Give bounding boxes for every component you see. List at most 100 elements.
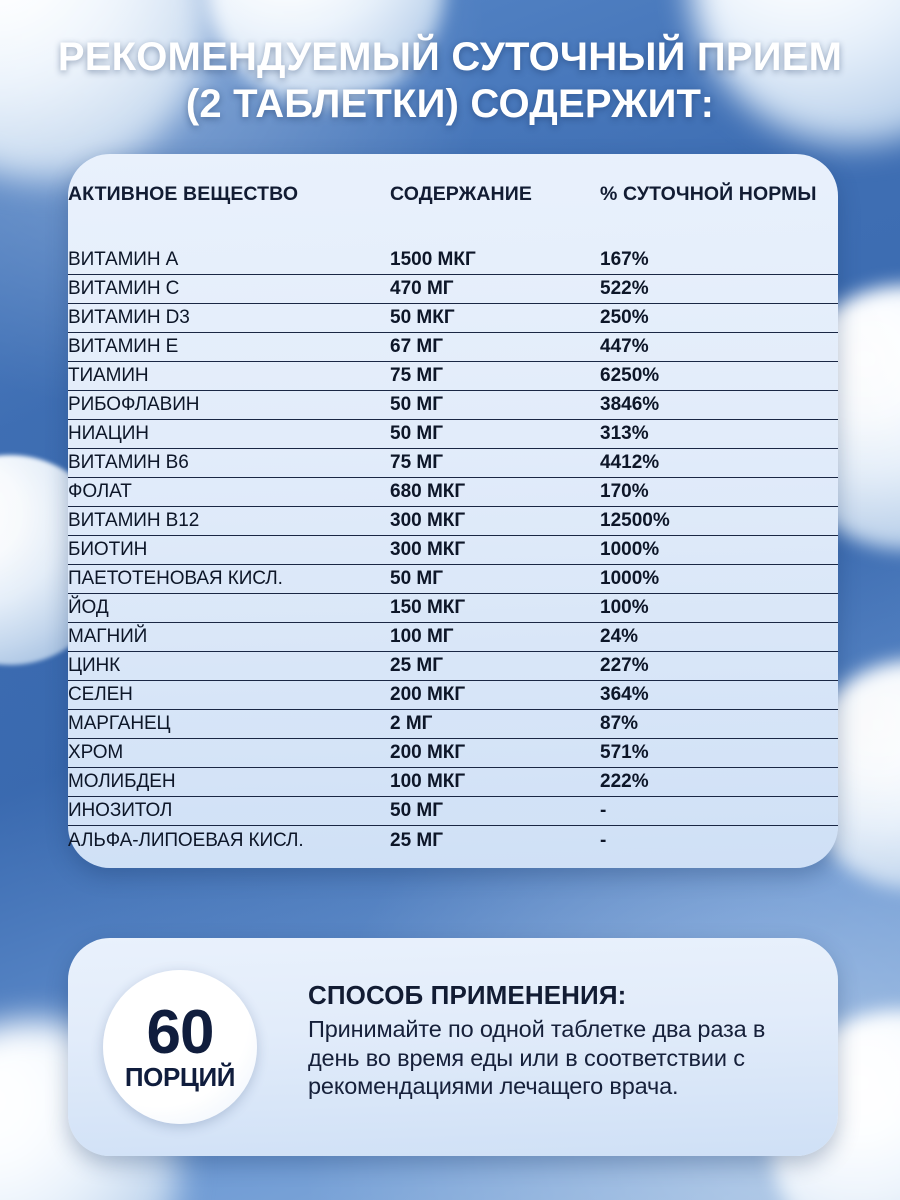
substance-daily-value: 313% [600,419,838,449]
substance-amount: 470 МГ [390,274,600,304]
substance-name: НИАЦИН [68,419,390,449]
table-row: ИНОЗИТОЛ 50 МГ - [68,796,838,826]
substance-amount: 300 МКГ [390,506,600,536]
substance-daily-value: 571% [600,738,838,768]
substance-name: ПАЕТОТЕНОВАЯ КИСЛ. [68,564,390,594]
substance-amount: 680 МКГ [390,477,600,507]
substance-name: ЙОД [68,593,390,623]
usage-instructions: СПОСОБ ПРИМЕНЕНИЯ: Принимайте по одной т… [308,980,808,1101]
table-row: ВИТАМИН D3 50 МКГ 250% [68,303,838,333]
substance-daily-value: 24% [600,622,838,652]
table-row: АЛЬФА-ЛИПОЕВАЯ КИСЛ. 25 МГ - [68,825,838,855]
substance-daily-value: 170% [600,477,838,507]
supplement-facts-card: АКТИВНОЕ ВЕЩЕСТВО СОДЕРЖАНИЕ % СУТОЧНОЙ … [68,154,838,868]
table-row: ВИТАМИН С 470 МГ 522% [68,274,838,304]
substance-daily-value: 364% [600,680,838,710]
substance-amount: 50 МГ [390,419,600,449]
table-row: ВИТАМИН В6 75 МГ 4412% [68,448,838,478]
table-row: РИБОФЛАВИН 50 МГ 3846% [68,390,838,420]
column-header-substance: АКТИВНОЕ ВЕЩЕСТВО [68,183,299,205]
substance-daily-value: 6250% [600,361,838,391]
substance-name: ИНОЗИТОЛ [68,796,390,826]
substance-amount: 200 МКГ [390,738,600,768]
table-row: ФОЛАТ 680 МКГ 170% [68,477,838,507]
substance-name: БИОТИН [68,535,390,565]
table-header-row: АКТИВНОЕ ВЕЩЕСТВО СОДЕРЖАНИЕ % СУТОЧНОЙ … [68,183,838,246]
substance-amount: 75 МГ [390,448,600,478]
table-row: МАРГАНЕЦ 2 МГ 87% [68,709,838,739]
substance-name: АЛЬФА-ЛИПОЕВАЯ КИСЛ. [68,825,390,855]
supplement-facts-table: АКТИВНОЕ ВЕЩЕСТВО СОДЕРЖАНИЕ % СУТОЧНОЙ … [68,183,838,855]
substance-name: МАРГАНЕЦ [68,709,390,739]
substance-daily-value: 4412% [600,448,838,478]
usage-body: Принимайте по одной таблетке два раза в … [308,1016,766,1100]
page-title: РЕКОМЕНДУЕМЫЙ СУТОЧНЫЙ ПРИЕМ (2 ТАБЛЕТКИ… [57,35,843,126]
usage-card: 60 ПОРЦИЙ СПОСОБ ПРИМЕНЕНИЯ: Принимайте … [68,938,838,1156]
substance-amount: 75 МГ [390,361,600,391]
substance-amount: 150 МКГ [390,593,600,623]
table-row: ЦИНК 25 МГ 227% [68,651,838,681]
substance-daily-value: 100% [600,593,838,623]
column-header-amount: СОДЕРЖАНИЕ [390,183,532,205]
servings-badge: 60 ПОРЦИЙ [103,970,257,1124]
substance-amount: 67 МГ [390,332,600,362]
substance-amount: 300 МКГ [390,535,600,565]
table-row: ТИАМИН 75 МГ 6250% [68,361,838,391]
substance-amount: 100 МГ [390,622,600,652]
table-body: ВИТАМИН А 1500 МКГ 167% ВИТАМИН С 470 МГ 522%… [68,246,838,855]
substance-amount: 1500 МКГ [390,249,476,271]
substance-amount: 25 МГ [390,825,600,855]
table-row: ПАЕТОТЕНОВАЯ КИСЛ. 50 МГ 1000% [68,564,838,594]
substance-amount: 100 МКГ [390,767,600,797]
substance-name: ВИТАМИН С [68,274,390,304]
servings-count: 60 [146,998,215,1068]
table-row: ВИТАМИН В12 300 МКГ 12500% [68,506,838,536]
substance-name: ВИТАМИН В12 [68,506,390,536]
table-row: НИАЦИН 50 МГ 313% [68,419,838,449]
substance-amount: 50 МГ [390,564,600,594]
substance-name: СЕЛЕН [68,680,390,710]
table-row: БИОТИН 300 МКГ 1000% [68,535,838,565]
substance-amount: 2 МГ [390,709,600,739]
table-row: ВИТАМИН А 1500 МКГ 167% [68,246,838,275]
substance-daily-value: 227% [600,651,838,681]
substance-daily-value: - [600,796,838,826]
substance-name: ФОЛАТ [68,477,390,507]
substance-daily-value: - [600,825,838,855]
usage-heading: СПОСОБ ПРИМЕНЕНИЯ: [308,980,627,1010]
table-row: ВИТАМИН Е 67 МГ 447% [68,332,838,362]
substance-name: ВИТАМИН В6 [68,448,390,478]
servings-label: ПОРЦИЙ [124,1061,236,1092]
table-row: ЙОД 150 МКГ 100% [68,593,838,623]
substance-name: ТИАМИН [68,361,390,391]
substance-daily-value: 250% [600,303,838,333]
substance-daily-value: 222% [600,767,838,797]
substance-amount: 50 МКГ [390,303,600,333]
substance-name: МАГНИЙ [68,622,390,652]
substance-daily-value: 3846% [600,390,838,420]
table-header: АКТИВНОЕ ВЕЩЕСТВО СОДЕРЖАНИЕ % СУТОЧНОЙ … [68,183,838,246]
substance-daily-value: 1000% [600,535,838,565]
substance-name: РИБОФЛАВИН [68,390,390,420]
substance-daily-value: 12500% [600,506,838,536]
substance-name: ВИТАМИН А [68,249,179,271]
substance-name: ХРОМ [68,738,390,768]
substance-amount: 50 МГ [390,390,600,420]
column-header-daily-value: % СУТОЧНОЙ НОРМЫ [600,183,817,205]
substance-daily-value: 87% [600,709,838,739]
substance-name: ВИТАМИН Е [68,332,390,362]
substance-amount: 50 МГ [390,796,600,826]
substance-amount: 25 МГ [390,651,600,681]
substance-daily-value: 1000% [600,564,838,594]
table-row: МОЛИБДЕН 100 МКГ 222% [68,767,838,797]
substance-daily-value: 522% [600,274,838,304]
substance-daily-value: 447% [600,332,838,362]
substance-name: МОЛИБДЕН [68,767,390,797]
substance-name: ВИТАМИН D3 [68,303,390,333]
substance-daily-value: 167% [600,249,649,271]
table-row: СЕЛЕН 200 МКГ 364% [68,680,838,710]
substance-name: ЦИНК [68,651,390,681]
table-row: МАГНИЙ 100 МГ 24% [68,622,838,652]
table-row: ХРОМ 200 МКГ 571% [68,738,838,768]
substance-amount: 200 МКГ [390,680,600,710]
